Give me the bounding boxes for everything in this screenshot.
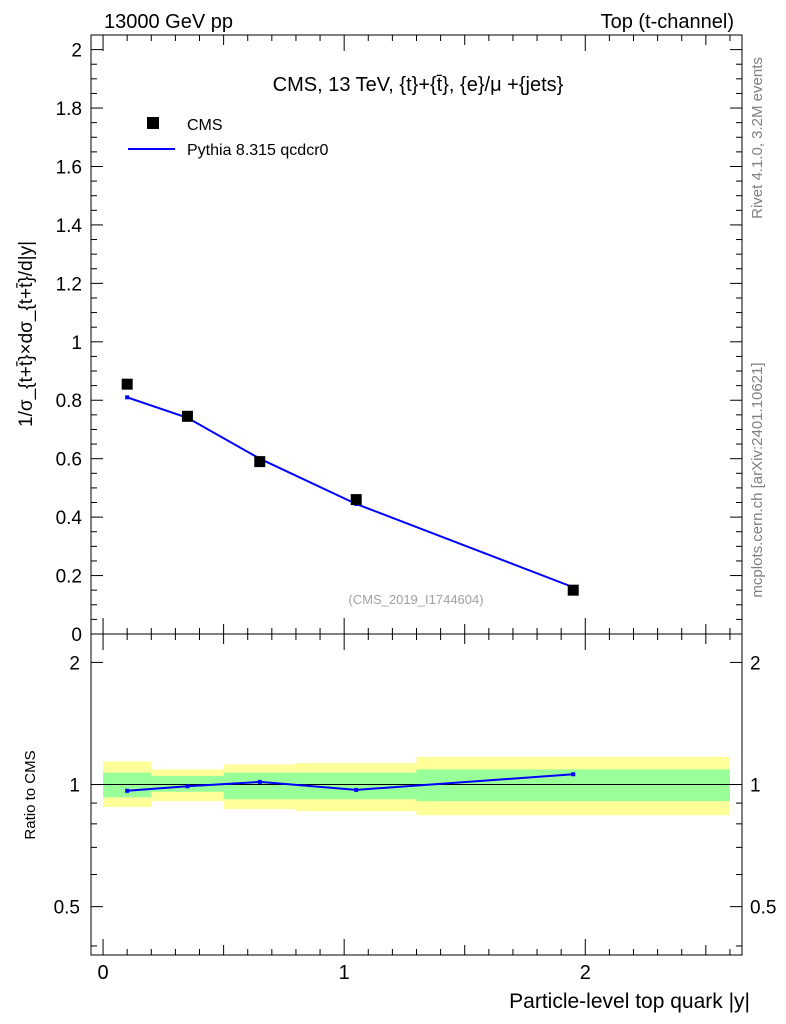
main-y-tick-label: 1.2 [56,274,82,295]
cms-data-point [567,584,579,596]
ratio-y-axis-label: Ratio to CMS [22,750,39,839]
ratio-y-tick-label-right: 1 [750,776,761,797]
mcplots-label: mcplots.cern.ch [arXiv:2401.10621] [749,362,766,597]
main-y-tick-label: 0.4 [56,508,83,529]
pythia-ratio-point [257,779,262,784]
analysis-label: (CMS_2019_I1744604) [348,592,483,607]
header-right: Top (t-channel) [601,11,734,33]
header-left: 13000 GeV pp [104,11,233,33]
frames-and-ticks: 0 0.2 0.4 0.6 0.8 1 1.2 1.4 1.6 1.8 2 0 1 2 0.5 0.5 1 1 2 2 [54,34,776,984]
pythia-ratio-point [571,772,576,777]
x-tick-label: 1 [339,962,350,984]
ratio-y-tick-label-left: 1 [69,776,80,797]
data-marks [121,378,579,793]
pythia-ratio-point [185,784,190,789]
main-y-tick-label: 0 [71,625,82,646]
ratio-y-tick-label-left: 0.5 [54,898,80,919]
cms-data-point [181,410,193,422]
pythia-main-line [126,396,574,589]
ratio-y-tick-label-right: 0.5 [750,898,776,919]
ratio-bands [103,756,730,816]
pythia-ratio-point [354,787,359,792]
main-y-axis-label: 1/σ_{t+t̄}×dσ_{t+t̄}/d|y| [16,241,37,427]
x-axis-label: Particle-level top quark |y| [509,990,750,1013]
main-y-tick-label: 1.4 [56,216,83,237]
main-y-tick-label: 0.2 [56,567,82,588]
main-y-tick-label: 0.8 [56,391,82,412]
pythia-ratio-point [125,788,130,793]
main-y-tick-label: 1.8 [56,99,82,120]
main-y-tick-label: 1 [71,333,82,354]
ratio-y-tick-label-right: 2 [750,653,761,674]
legend-cms-marker [147,117,159,129]
main-y-tick-label: 2 [71,41,82,62]
legend-pythia-label: Pythia 8.315 qcdcr0 [187,142,329,159]
cms-data-point [121,378,133,390]
legend-cms-label: CMS [187,117,223,134]
x-tick-label: 0 [97,962,108,984]
cms-data-point [254,456,266,468]
x-tick-label: 2 [580,962,591,984]
ratio-y-tick-label-left: 2 [69,653,80,674]
main-y-tick-label: 1.6 [56,157,82,178]
main-y-tick-label: 0.6 [56,450,82,471]
rivet-label: Rivet 4.1.0, 3.2M events [749,57,766,219]
pythia-main-point [125,395,130,400]
main-chart-title: CMS, 13 TeV, {t}+{t̄}, {e}/μ +{jets} [273,74,564,96]
ratio-green-band-2 [223,772,296,800]
cms-data-point [350,494,362,506]
